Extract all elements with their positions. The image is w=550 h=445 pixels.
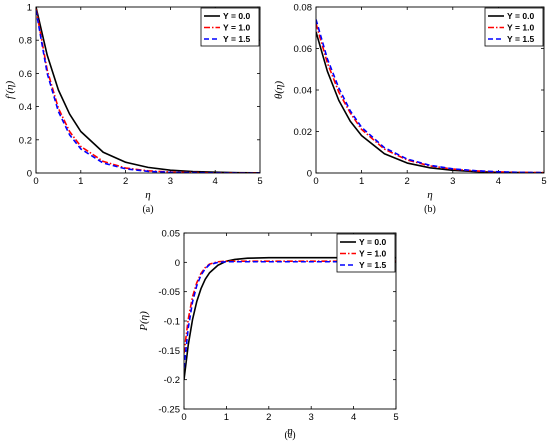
legend-box	[336, 233, 396, 273]
x-tick-label: 2	[405, 176, 410, 187]
y-tick-label: 0.02	[294, 127, 313, 138]
legend-box	[484, 7, 544, 47]
x-tick-label: 3	[309, 412, 314, 423]
legend-entry-2: Υ = 1.5	[223, 34, 250, 44]
legend: Υ = 0.0 Υ = 1.0Υ = 1.5	[484, 7, 544, 47]
legend-entry-2: Υ = 1.5	[359, 260, 386, 270]
x-tick-label: 3	[168, 176, 173, 187]
x-tick-label: 4	[496, 176, 501, 187]
x-tick-label: 4	[213, 176, 218, 187]
legend-entry-2: Υ = 1.5	[507, 34, 534, 44]
y-tick-label: -0.2	[164, 375, 180, 386]
panel-caption: (c)	[284, 430, 295, 441]
y-tick-label: -0.1	[164, 317, 180, 328]
legend-box	[200, 7, 260, 47]
legend-entry-0: Υ = 0.0	[223, 11, 250, 21]
series-line-2	[184, 260, 396, 369]
x-axis-label: η	[427, 189, 432, 201]
y-axis-label: θ(η)	[273, 81, 285, 100]
chart-panel-2: 0 1 2 3 4 5 -0.25 -0.2 -0.15 -0.1 -0.05 0 0.05 η P(η) (…	[138, 229, 399, 442]
y-tick-label: 0.8	[19, 36, 32, 47]
legend-entry-1: Υ = 1.0	[223, 23, 250, 33]
series-line-0	[36, 7, 260, 173]
series-line-0	[184, 256, 396, 380]
axes-box	[35, 6, 261, 174]
y-tick-label: -0.15	[158, 346, 180, 357]
x-tick-label: 1	[359, 176, 364, 187]
y-tick-label: -0.05	[158, 287, 180, 298]
series-line-1	[184, 260, 396, 354]
legend-entry-1: Υ = 1.0	[359, 249, 386, 259]
series-line-1	[316, 23, 544, 173]
x-tick-label: 1	[224, 412, 229, 423]
x-tick-label: 1	[78, 176, 83, 187]
x-tick-label: 0	[313, 176, 318, 187]
panel-caption: (a)	[142, 204, 153, 215]
x-tick-label: 2	[266, 412, 271, 423]
panel-caption: (b)	[424, 204, 436, 215]
x-tick-label: 2	[123, 176, 128, 187]
y-tick-label: 0.04	[294, 86, 313, 97]
x-tick-label: 5	[257, 176, 262, 187]
y-tick-label: 0.06	[294, 44, 313, 55]
x-tick-label: 5	[393, 412, 398, 423]
legend-entry-1: Υ = 1.0	[507, 23, 534, 33]
legend: Υ = 0.0 Υ = 1.0Υ = 1.5	[200, 7, 260, 47]
x-tick-label: 0	[181, 412, 186, 423]
y-tick-label: 0.4	[19, 102, 32, 113]
series-line-2	[316, 19, 544, 173]
y-tick-label: 1	[27, 3, 32, 14]
legend-entry-0: Υ = 0.0	[507, 11, 534, 21]
y-tick-label: 0	[175, 258, 180, 269]
y-tick-label: 0.6	[19, 69, 32, 80]
x-tick-label: 3	[450, 176, 455, 187]
x-tick-label: 5	[541, 176, 546, 187]
series-line-1	[36, 8, 260, 173]
x-axis-label: η	[287, 425, 292, 437]
x-tick-label: 4	[351, 412, 356, 423]
y-tick-label: -0.25	[158, 405, 180, 416]
legend-entry-0: Υ = 0.0	[359, 237, 386, 247]
y-tick-label: 0.05	[162, 229, 181, 240]
axes-box	[315, 6, 545, 174]
y-axis-label: f′(η)	[4, 81, 16, 100]
y-tick-label: 0.08	[294, 3, 313, 14]
series-line-0	[316, 31, 544, 173]
y-tick-label: 0.2	[19, 135, 32, 146]
y-tick-label: 0	[307, 169, 312, 180]
x-tick-label: 0	[33, 176, 38, 187]
x-axis-label: η	[145, 189, 150, 201]
legend: Υ = 0.0 Υ = 1.0Υ = 1.5	[336, 233, 396, 273]
y-axis-label: P(η)	[138, 311, 150, 332]
axes-box	[183, 232, 397, 410]
y-tick-label: 0	[27, 169, 32, 180]
